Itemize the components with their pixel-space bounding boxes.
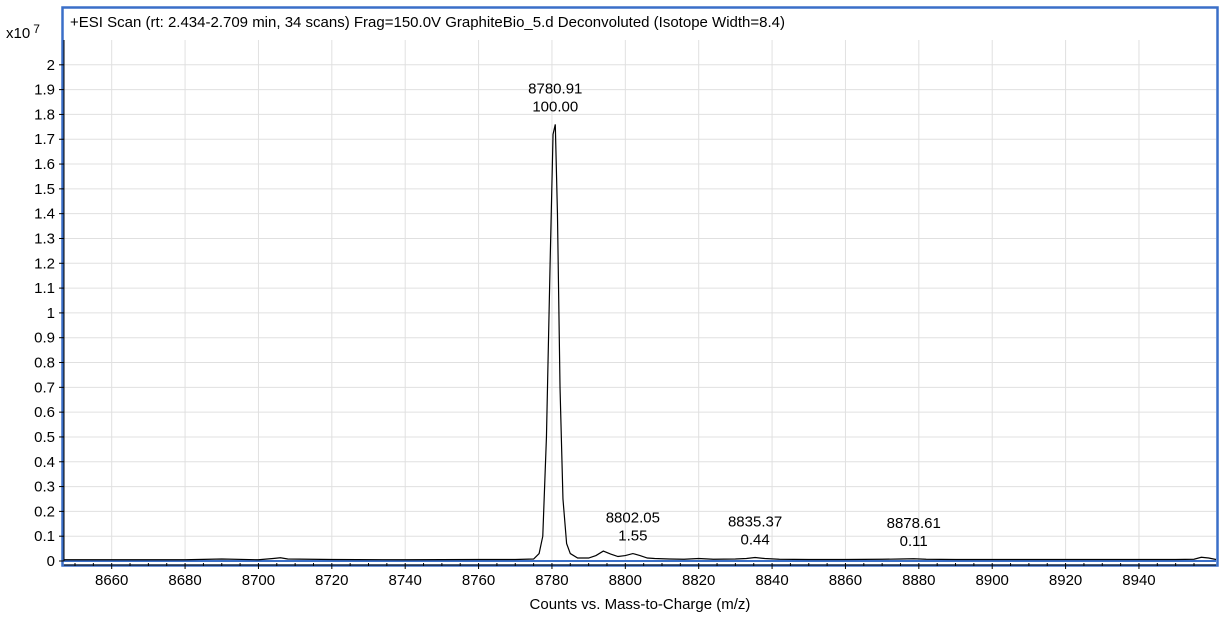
x-tick-label: 8660 xyxy=(95,572,128,589)
x-tick-label: 8780 xyxy=(535,572,568,589)
y-multiplier-base: x10 xyxy=(6,25,30,42)
peak-mass-label: 8878.61 xyxy=(887,515,941,532)
y-tick-label: 0.6 xyxy=(34,404,55,421)
x-tick-label: 8820 xyxy=(682,572,715,589)
y-tick-label: 0.9 xyxy=(34,330,55,347)
y-tick-label: 1.1 xyxy=(34,280,55,297)
axis-layer: 0 0.1 0.2 0.3 0.4 0.5 0.6 0.7 0.8 0.9 1 1.1 1.2 1.3 1.… xyxy=(34,40,1216,589)
y-tick-label: 1.6 xyxy=(34,156,55,173)
y-tick-label: 0.3 xyxy=(34,479,55,496)
x-tick-label: 8800 xyxy=(609,572,642,589)
x-tick-label: 8880 xyxy=(902,572,935,589)
plot-frame xyxy=(61,6,1219,567)
y-tick-label: 1.2 xyxy=(34,255,55,272)
spectrum-line xyxy=(64,124,1217,561)
x-tick-label: 8720 xyxy=(315,572,348,589)
y-tick-label: 1.4 xyxy=(34,206,55,223)
x-tick-label: 8860 xyxy=(829,572,862,589)
y-tick-label: 1.3 xyxy=(34,230,55,247)
x-tick-label: 8940 xyxy=(1122,572,1155,589)
peak-mass-label: 8780.91 xyxy=(528,80,582,97)
x-tick-label: 8700 xyxy=(242,572,275,589)
y-multiplier: x10 7 xyxy=(6,22,40,42)
x-tick-label: 8840 xyxy=(755,572,788,589)
y-tick-label: 0.4 xyxy=(34,454,55,471)
peak-relative-label: 0.11 xyxy=(900,533,928,550)
y-tick-label: 1.9 xyxy=(34,82,55,99)
chart-title: +ESI Scan (rt: 2.434-2.709 min, 34 scans… xyxy=(70,14,785,31)
peak-mass-label: 8835.37 xyxy=(728,514,782,531)
frame-layer xyxy=(61,6,1219,567)
y-tick-label: 1 xyxy=(47,305,55,322)
y-tick-label: 1.8 xyxy=(34,106,55,123)
trace-layer xyxy=(64,124,1217,561)
x-tick-label: 8760 xyxy=(462,572,495,589)
y-tick-label: 0.1 xyxy=(34,528,55,545)
y-tick-label: 0.8 xyxy=(34,355,55,372)
x-tick-label: 8920 xyxy=(1049,572,1082,589)
x-axis-label: Counts vs. Mass-to-Charge (m/z) xyxy=(530,596,751,613)
peak-relative-label: 1.55 xyxy=(618,528,647,545)
y-tick-label: 0.7 xyxy=(34,379,55,396)
peak-relative-label: 100.00 xyxy=(532,98,578,115)
y-tick-label: 0 xyxy=(47,553,55,570)
x-tick-label: 8900 xyxy=(976,572,1009,589)
y-multiplier-exponent: 7 xyxy=(33,22,40,36)
grid-layer xyxy=(64,40,1216,561)
x-tick-label: 8740 xyxy=(389,572,422,589)
y-tick-label: 0.2 xyxy=(34,503,55,520)
y-tick-label: 1.7 xyxy=(34,131,55,148)
y-tick-label: 2 xyxy=(47,57,55,74)
peak-mass-label: 8802.05 xyxy=(606,510,660,527)
peak-relative-label: 0.44 xyxy=(740,532,769,549)
y-tick-label: 0.5 xyxy=(34,429,55,446)
y-tick-label: 1.5 xyxy=(34,181,55,198)
x-tick-label: 8680 xyxy=(168,572,201,589)
